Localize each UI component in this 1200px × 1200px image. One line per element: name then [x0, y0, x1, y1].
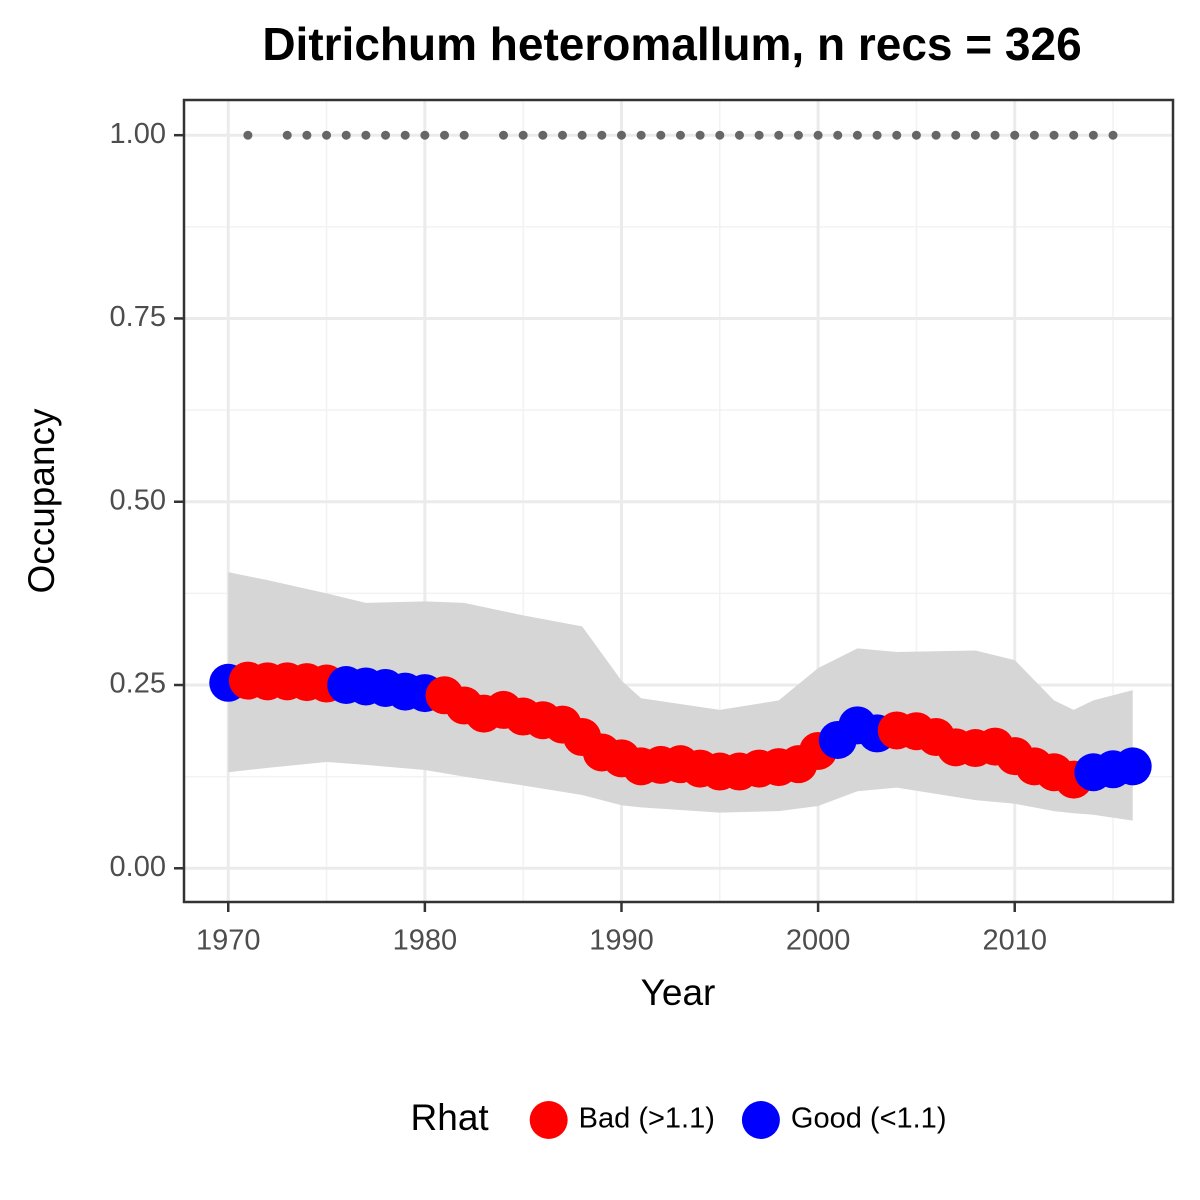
record-point [951, 130, 961, 140]
record-point [577, 130, 587, 140]
y-tick-label: 0.25 [110, 668, 166, 700]
x-tick-label: 1980 [393, 925, 458, 957]
record-point [695, 130, 705, 140]
record-point [1029, 130, 1039, 140]
record-point [597, 130, 607, 140]
record-point [754, 130, 764, 140]
record-point [793, 130, 803, 140]
record-point [1069, 130, 1079, 140]
x-axis-title: Year [641, 972, 716, 1013]
record-point [361, 130, 371, 140]
record-point [499, 130, 509, 140]
y-axis-title: Occupancy [21, 408, 62, 594]
record-point [557, 130, 567, 140]
record-point [970, 130, 980, 140]
record-point [872, 130, 882, 140]
x-tick-label: 1970 [196, 925, 261, 957]
record-point [675, 130, 685, 140]
x-tick-label: 2010 [982, 925, 1047, 957]
record-point [616, 130, 626, 140]
y-tick-label: 1.00 [110, 118, 166, 150]
record-point [1088, 130, 1098, 140]
record-point [440, 130, 450, 140]
record-point [734, 130, 744, 140]
x-tick-label: 1990 [589, 925, 654, 957]
y-tick-label: 0.50 [110, 484, 166, 516]
x-tick-label: 2000 [786, 925, 851, 957]
y-tick-label: 0.00 [110, 851, 166, 883]
record-point [243, 130, 253, 140]
point [1113, 747, 1152, 786]
legend-label: Good (<1.1) [791, 1103, 947, 1135]
legend-key [741, 1101, 780, 1139]
record-point [341, 130, 351, 140]
record-point [1049, 130, 1059, 140]
record-point [1010, 130, 1020, 140]
record-point [459, 130, 469, 140]
record-point [852, 130, 862, 140]
record-point [774, 130, 784, 140]
record-point [636, 130, 646, 140]
record-point [518, 130, 528, 140]
record-point [833, 130, 843, 140]
legend: Rhat Bad (>1.1) Good (<1.1) [411, 1097, 947, 1139]
record-point [656, 130, 666, 140]
record-point [400, 130, 410, 140]
record-point [931, 130, 941, 140]
record-point [538, 130, 548, 140]
chart-title: Ditrichum heteromallum, n recs = 326 [262, 18, 1081, 70]
record-point [302, 130, 312, 140]
record-point [381, 130, 391, 140]
record-point [322, 130, 332, 140]
record-point [282, 130, 292, 140]
record-point [420, 130, 430, 140]
record-point [892, 130, 902, 140]
record-point [990, 130, 1000, 140]
plot-panel: 0.00 0.25 0.50 0.75 1.00 1970 1980 1990 2000 2010 [110, 98, 1175, 957]
legend-key [529, 1101, 568, 1139]
record-point [813, 130, 823, 140]
record-point [911, 130, 921, 140]
record-point [715, 130, 725, 140]
legend-label: Bad (>1.1) [579, 1103, 715, 1135]
record-point [1108, 130, 1118, 140]
confidence-ribbon [228, 572, 1133, 821]
legend-title: Rhat [411, 1097, 490, 1138]
y-tick-label: 0.75 [110, 301, 166, 333]
